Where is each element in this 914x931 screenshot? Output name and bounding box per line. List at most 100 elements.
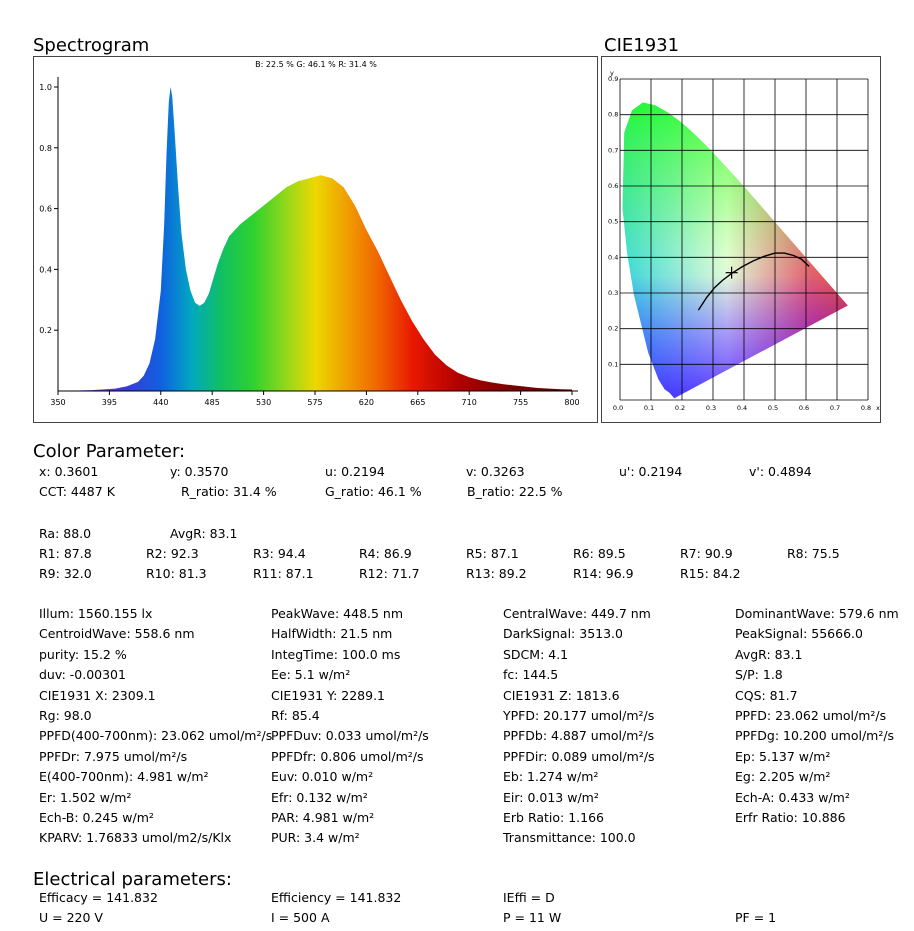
electrical-title: Electrical parameters: — [33, 869, 232, 890]
color-param-cell: R8: 75.5 — [787, 546, 840, 561]
param-cell: Eir: 0.013 w/m² — [503, 789, 599, 805]
cie-y-tick-label: 0.3 — [608, 289, 618, 297]
cie-x-tick-label: 0.8 — [861, 404, 871, 412]
color-param-cell: R4: 86.9 — [359, 546, 412, 561]
cie-fill-blue — [622, 102, 848, 399]
color-param-title: Color Parameter: — [33, 441, 186, 462]
y-tick-label: 1.0 — [39, 83, 52, 92]
param-cell: KPARV: 1.76833 umol/m2/s/Klx — [39, 830, 232, 846]
param-cell: Illum: 1560.155 lx — [39, 606, 153, 621]
color-param-cell: R12: 71.7 — [359, 566, 420, 581]
color-param-cell: AvgR: 83.1 — [170, 526, 238, 541]
electrical-cell: Efficacy = 141.832 — [39, 890, 158, 905]
planckian-locus — [697, 252, 810, 311]
color-param-cell: R7: 90.9 — [680, 546, 733, 561]
electrical-cell: U = 220 V — [39, 910, 103, 925]
x-tick-label: 665 — [410, 398, 425, 407]
spectrum-axes: 350 395 440 485 530 575 620 665 710 755 800 0.2 0.4 0… — [39, 77, 580, 407]
param-cell: PPFDr: 7.975 umol/m²/s — [39, 748, 188, 764]
color-param-cell: v': 0.4894 — [749, 464, 812, 479]
spectrogram-chart: B: 22.5 % G: 46.1 % R: 31.4 % 350 395 440 4… — [39, 60, 580, 407]
cie-x-tick-label: 0.7 — [830, 404, 840, 412]
param-cell: Ech-B: 0.245 w/m² — [39, 810, 154, 825]
cie-y-tick-label: 0.6 — [608, 182, 618, 190]
color-param-cell: R11: 87.1 — [253, 566, 314, 581]
x-tick-label: 575 — [307, 398, 322, 407]
spectrogram-panel: B: 22.5 % G: 46.1 % R: 31.4 % 350 395 440 4… — [33, 56, 598, 423]
param-cell: Ee: 5.1 w/m² — [271, 667, 351, 683]
cie-y-tick-label: 0.7 — [608, 146, 618, 154]
param-cell: Rf: 85.4 — [271, 708, 320, 723]
cie-x-axis-label: x — [876, 404, 880, 412]
cie-x-tick-label: 0.3 — [706, 404, 716, 412]
color-param-cell: u': 0.2194 — [619, 464, 683, 479]
cie-x-tick-label: 0.0 — [613, 404, 623, 412]
color-param-cell: u: 0.2194 — [325, 464, 385, 479]
electrical-cell: PF = 1 — [735, 910, 777, 925]
color-param-cell: R14: 96.9 — [573, 566, 634, 581]
cie-x-tick-label: 0.4 — [737, 404, 747, 412]
color-param-cell: x: 0.3601 — [39, 464, 99, 479]
x-tick-label: 395 — [102, 398, 117, 407]
param-cell: Euv: 0.010 w/m² — [271, 769, 374, 785]
cie-panel: 0.0 0.1 0.2 0.3 0.4 0.5 0.6 0.7 0.8 x 0.1 0.2 0.3 0.4… — [601, 56, 881, 423]
param-cell: AvgR: 83.1 — [735, 646, 803, 662]
param-cell: DominantWave: 579.6 nm — [735, 606, 899, 621]
cie-y-axis-label: y — [610, 69, 614, 77]
param-cell: Er: 1.502 w/m² — [39, 789, 132, 805]
param-cell: IntegTime: 100.0 ms — [271, 646, 401, 662]
param-cell: Eb: 1.274 w/m² — [503, 769, 599, 785]
cie-y-tick-label: 0.5 — [608, 218, 618, 226]
color-param-cell: G_ratio: 46.1 % — [325, 484, 422, 499]
param-cell: PPFDir: 0.089 umol/m²/s — [503, 748, 655, 764]
color-param-cell: R9: 32.0 — [39, 566, 92, 581]
param-cell: Erfr Ratio: 10.886 — [735, 810, 846, 825]
cie-title: CIE1931 — [604, 35, 680, 56]
cie-x-tick-label: 0.6 — [799, 404, 809, 412]
param-cell: Ep: 5.137 w/m² — [735, 748, 831, 764]
cie-grid: 0.0 0.1 0.2 0.3 0.4 0.5 0.6 0.7 0.8 x 0.1 0.2 0.3 0.4… — [608, 69, 880, 412]
color-param-cell: y: 0.3570 — [170, 464, 229, 479]
electrical-cell: P = 11 W — [503, 910, 562, 925]
param-cell: PPFD(400-700nm): 23.062 umol/m²/s — [39, 728, 273, 744]
cie-y-tick-label: 0.4 — [608, 253, 618, 261]
y-tick-label: 0.2 — [39, 326, 52, 335]
param-cell: SDCM: 4.1 — [503, 646, 569, 662]
cie-x-tick-label: 0.5 — [768, 404, 778, 412]
y-tick-label: 0.8 — [39, 144, 52, 153]
color-param-cell: R1: 87.8 — [39, 546, 92, 561]
param-cell: PeakWave: 448.5 nm — [271, 606, 404, 621]
x-tick-label: 620 — [359, 398, 374, 407]
cie-y-tick-label: 0.9 — [608, 75, 618, 83]
x-tick-label: 485 — [205, 398, 220, 407]
color-param-cell: R10: 81.3 — [146, 566, 207, 581]
param-cell: PPFDg: 10.200 umol/m²/s — [735, 728, 895, 744]
color-param-cell: R3: 94.4 — [253, 546, 306, 561]
param-cell: PPFD: 23.062 umol/m²/s — [735, 708, 887, 723]
param-cell: duv: -0.00301 — [39, 667, 126, 683]
color-param-cell: B_ratio: 22.5 % — [467, 484, 563, 499]
x-tick-label: 350 — [50, 398, 65, 407]
color-param-cell: R5: 87.1 — [466, 546, 519, 561]
cie-y-tick-label: 0.8 — [608, 111, 618, 119]
param-cell: Transmittance: 100.0 — [503, 830, 636, 846]
param-cell: CIE1931 Y: 2289.1 — [271, 687, 385, 703]
spectrum-area — [58, 87, 572, 391]
color-param-cell: R2: 92.3 — [146, 546, 199, 561]
param-cell: CQS: 81.7 — [735, 687, 798, 703]
electrical-cell: Efficiency = 141.832 — [271, 890, 402, 905]
param-cell: PeakSignal: 55666.0 — [735, 626, 863, 642]
electrical-cell: I = 500 A — [271, 910, 330, 925]
y-tick-label: 0.4 — [39, 265, 52, 274]
param-cell: purity: 15.2 % — [39, 646, 127, 662]
color-param-cell: R13: 89.2 — [466, 566, 527, 581]
chromaticity-marker — [725, 266, 738, 279]
cie-chart: 0.0 0.1 0.2 0.3 0.4 0.5 0.6 0.7 0.8 x 0.1 0.2 0.3 0.4… — [608, 69, 880, 412]
x-tick-label: 440 — [153, 398, 168, 407]
spectrogram-title: Spectrogram — [33, 35, 150, 56]
param-cell: Rg: 98.0 — [39, 708, 92, 723]
param-cell: YPFD: 20.177 umol/m²/s — [503, 708, 655, 723]
param-cell: PUR: 3.4 w/m² — [271, 830, 360, 846]
param-cell: Erb Ratio: 1.166 — [503, 810, 605, 825]
param-cell: S/P: 1.8 — [735, 667, 783, 683]
